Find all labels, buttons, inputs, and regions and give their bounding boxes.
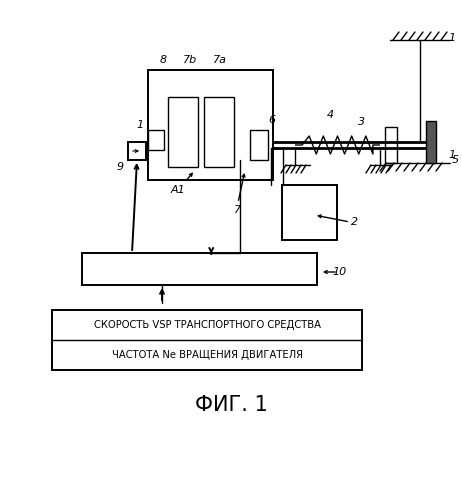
Bar: [168, 97, 198, 167]
Bar: [148, 130, 164, 150]
Text: 1: 1: [449, 150, 456, 160]
Text: ФИГ. 1: ФИГ. 1: [195, 395, 267, 415]
Text: 4: 4: [327, 110, 334, 120]
Bar: [426, 121, 436, 163]
Text: ЧАСТОТА Ne ВРАЩЕНИЯ ДВИГАТЕЛЯ: ЧАСТОТА Ne ВРАЩЕНИЯ ДВИГАТЕЛЯ: [111, 350, 303, 360]
Text: 1: 1: [449, 33, 456, 43]
Bar: [82, 253, 317, 285]
Text: 6: 6: [268, 115, 275, 125]
Bar: [282, 185, 337, 240]
Text: СКОРОСТЬ VSP ТРАНСПОРТНОГО СРЕДСТВА: СКОРОСТЬ VSP ТРАНСПОРТНОГО СРЕДСТВА: [93, 320, 321, 330]
Text: 8: 8: [159, 55, 167, 65]
Text: 9: 9: [116, 162, 123, 172]
Text: 7a: 7a: [213, 55, 227, 65]
Text: 5: 5: [451, 155, 459, 165]
Text: 1: 1: [136, 120, 144, 130]
Bar: [204, 97, 234, 167]
Bar: [250, 130, 268, 160]
Text: 3: 3: [359, 117, 365, 127]
Bar: [148, 70, 273, 180]
Text: A1: A1: [170, 185, 185, 195]
Text: 7b: 7b: [183, 55, 197, 65]
Text: 2: 2: [352, 217, 359, 227]
Text: 10: 10: [333, 267, 347, 277]
Bar: [128, 142, 146, 160]
Bar: [385, 127, 397, 163]
Text: 7: 7: [234, 205, 242, 215]
Bar: [52, 310, 362, 370]
